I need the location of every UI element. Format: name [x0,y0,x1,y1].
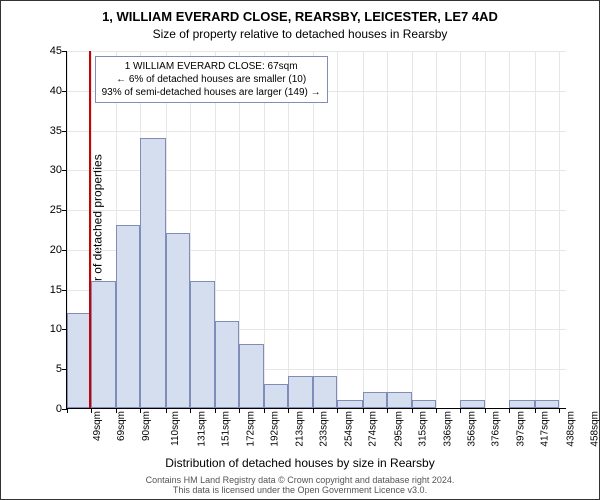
y-tick-label: 15 [36,284,62,296]
x-tick-mark [485,408,486,413]
x-tick-mark [239,408,240,413]
x-tick-mark [190,408,191,413]
x-tick-mark [436,408,437,413]
gridline-v [264,51,265,408]
x-tick-label: 417sqm [540,411,551,447]
x-tick-label: 49sqm [92,411,103,441]
gridline-v [337,51,338,408]
x-tick-mark [559,408,560,413]
histogram-bar [337,400,362,408]
gridline-v [288,51,289,408]
y-tick-label: 20 [36,244,62,256]
histogram-bar [535,400,559,408]
gridline-h [67,51,566,52]
y-tick-label: 10 [36,323,62,335]
x-tick-mark [387,408,388,413]
chart-title-1: 1, WILLIAM EVERARD CLOSE, REARSBY, LEICE… [1,9,599,24]
y-tick-label: 45 [36,45,62,57]
x-tick-label: 192sqm [269,411,280,447]
y-tick-label: 0 [36,403,62,415]
histogram-bar [215,321,239,409]
histogram-bar [363,392,387,408]
gridline-v [535,51,536,408]
x-tick-label: 131sqm [196,411,207,447]
x-tick-mark [337,408,338,413]
x-tick-label: 397sqm [516,411,527,447]
histogram-bar [67,313,91,408]
x-tick-label: 151sqm [220,411,231,447]
x-tick-label: 438sqm [565,411,576,447]
histogram-bar [509,400,534,408]
histogram-bar [387,392,412,408]
y-tick-label: 5 [36,363,62,375]
histogram-bar [313,376,337,408]
x-tick-mark [166,408,167,413]
x-tick-label: 110sqm [170,411,181,446]
histogram-bar [91,281,116,408]
x-tick-mark [460,408,461,413]
gridline-v [485,51,486,408]
gridline-v [559,51,560,408]
annotation-box: 1 WILLIAM EVERARD CLOSE: 67sqm← 6% of de… [95,56,328,103]
x-tick-label: 315sqm [417,411,428,447]
x-tick-mark [313,408,314,413]
x-tick-mark [215,408,216,413]
y-tick-label: 35 [36,125,62,137]
gridline-v [387,51,388,408]
x-tick-label: 356sqm [467,411,478,447]
histogram-bar [116,225,140,408]
gridline-v [313,51,314,408]
y-tick-label: 30 [36,164,62,176]
gridline-v [509,51,510,408]
x-tick-label: 90sqm [141,411,152,441]
histogram-bar [140,138,165,408]
x-tick-label: 69sqm [116,411,127,441]
histogram-bar [190,281,215,408]
x-tick-mark [535,408,536,413]
x-tick-label: 233sqm [319,411,330,447]
gridline-h [67,131,566,132]
footer-text: Contains HM Land Registry data © Crown c… [1,475,599,495]
x-tick-label: 458sqm [589,411,600,447]
plot-area: 1 WILLIAM EVERARD CLOSE: 67sqm← 6% of de… [66,51,566,409]
chart-container: 1, WILLIAM EVERARD CLOSE, REARSBY, LEICE… [0,0,600,500]
x-tick-mark [509,408,510,413]
gridline-v [460,51,461,408]
x-axis-label: Distribution of detached houses by size … [1,456,599,470]
gridline-v [436,51,437,408]
chart-title-2: Size of property relative to detached ho… [1,27,599,41]
histogram-bar [239,344,264,408]
histogram-bar [412,400,436,408]
x-tick-label: 254sqm [344,411,355,447]
gridline-v [412,51,413,408]
x-tick-mark [363,408,364,413]
x-tick-label: 213sqm [295,411,306,447]
histogram-bar [288,376,313,408]
x-tick-mark [264,408,265,413]
x-tick-label: 376sqm [491,411,502,447]
x-tick-mark [67,408,68,413]
x-tick-label: 172sqm [245,411,256,447]
histogram-bar [166,233,190,408]
x-tick-mark [288,408,289,413]
x-tick-label: 295sqm [393,411,404,447]
histogram-bar [460,400,485,408]
histogram-bar [264,384,288,408]
y-tick-label: 40 [36,85,62,97]
x-tick-label: 336sqm [443,411,454,447]
reference-line [89,51,91,408]
x-tick-mark [412,408,413,413]
x-tick-label: 274sqm [368,411,379,447]
y-tick-label: 25 [36,204,62,216]
gridline-v [363,51,364,408]
